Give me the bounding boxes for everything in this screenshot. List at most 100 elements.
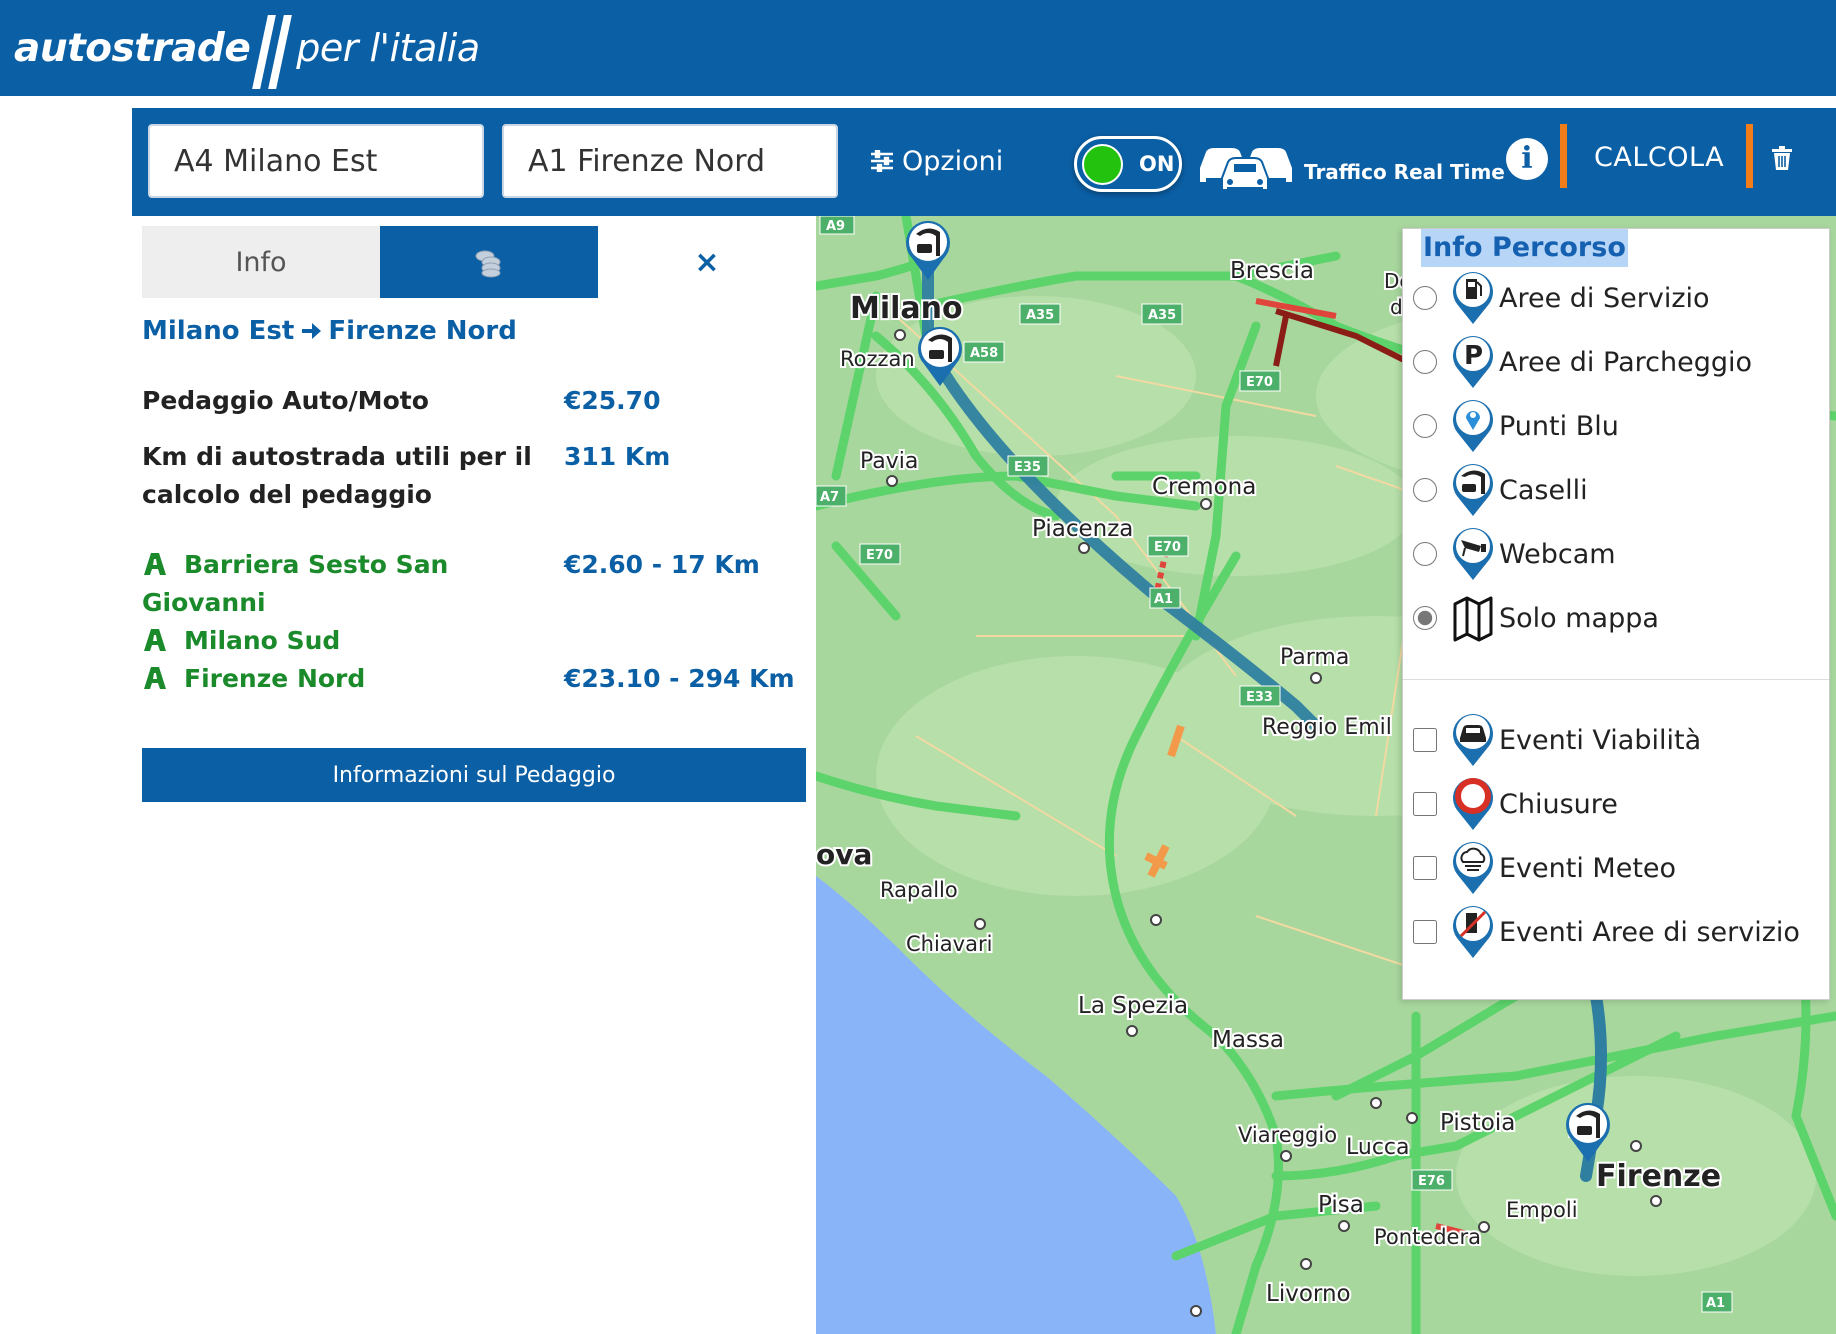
webcam-pin-icon <box>1453 528 1493 580</box>
autostrade-logo[interactable]: autostrade per l'italia <box>14 10 480 89</box>
highway-icon <box>144 629 166 651</box>
route-info-layers-panel: Info Percorso Aree di Servizio P Aree di… <box>1402 228 1830 1000</box>
route-search-toolbar: Opzioni ON Traffico Real Time i CALCOLA <box>132 108 1836 216</box>
layer-label: Eventi Meteo <box>1499 852 1677 884</box>
options-label: Opzioni <box>902 145 1004 177</box>
shield-a35: A35 <box>1148 308 1176 323</box>
toggle-knob <box>1082 144 1123 185</box>
sea-area <box>816 876 1216 1334</box>
traffic-realtime-label: Traffico Real Time <box>1304 160 1505 184</box>
toll-firenze-nord-item: Firenze Nord <box>142 660 365 698</box>
top-header: autostrade per l'italia <box>0 0 1836 96</box>
layer-radio[interactable] <box>1413 606 1437 630</box>
tollbooth-pin-icon <box>1453 464 1493 516</box>
sliders-icon <box>871 150 893 172</box>
city-brescia: Brescia <box>1230 258 1314 284</box>
toll-km-label-line1: Km di autostrada utili per il <box>142 442 532 471</box>
shield-e35: E35 <box>1014 460 1041 475</box>
shield-a58: A58 <box>970 346 998 361</box>
tollbooth-marker-milano[interactable] <box>906 220 950 280</box>
tollbooth-marker-firenze[interactable] <box>1566 1102 1610 1162</box>
city-reggio-emilia: Reggio Emil <box>1262 715 1392 740</box>
traffic-cars-icon <box>1200 148 1292 190</box>
layer-radio[interactable] <box>1413 414 1437 438</box>
calculate-button[interactable]: CALCOLA <box>1594 142 1725 173</box>
layer-radio[interactable] <box>1413 286 1437 310</box>
blue-point-pin-icon <box>1453 400 1493 452</box>
weather-pin-icon <box>1453 842 1493 894</box>
realtime-traffic-toggle[interactable]: ON <box>1074 136 1182 192</box>
layer-radio[interactable] <box>1413 542 1437 566</box>
tollbooth-marker-milano-sud[interactable] <box>918 326 962 386</box>
layer-checkbox[interactable] <box>1413 728 1437 752</box>
toll-firenze-nord-value: €23.10 - 294 Km <box>564 664 795 693</box>
layer-label: Aree di Parcheggio <box>1499 346 1752 378</box>
city-rozzano: Rozzan <box>840 347 915 371</box>
toll-milano-sud-name: Milano Sud <box>184 626 341 655</box>
layer-label: Chiusure <box>1499 788 1618 820</box>
shield-a35: A35 <box>1026 308 1054 323</box>
highway-icon <box>144 667 166 689</box>
city-massa: Massa <box>1212 1027 1284 1053</box>
city-lucca: Lucca <box>1346 1135 1410 1160</box>
layer-checkbox[interactable] <box>1413 856 1437 880</box>
city-pavia: Pavia <box>860 449 918 474</box>
coins-icon <box>475 250 501 278</box>
layer-option-parking[interactable]: P Aree di Parcheggio <box>1413 336 1752 388</box>
layer-label: Caselli <box>1499 474 1588 506</box>
city-livorno: Livorno <box>1266 1281 1351 1307</box>
map-icon <box>1453 596 1493 642</box>
options-button[interactable]: Opzioni <box>870 138 1003 184</box>
layer-label: Punti Blu <box>1499 410 1619 442</box>
route-path <box>922 260 1322 732</box>
logo-tagline: per l'italia <box>296 26 480 70</box>
city-firenze: Firenze <box>1596 1159 1721 1194</box>
origin-input[interactable] <box>174 143 482 179</box>
city-milano: Milano <box>850 291 963 326</box>
layer-checkbox[interactable] <box>1413 792 1437 816</box>
layer-radio[interactable] <box>1413 478 1437 502</box>
toll-car-value: €25.70 <box>564 386 661 415</box>
toll-info-button[interactable]: Informazioni sul Pedaggio <box>142 748 806 802</box>
layer-checkbox[interactable] <box>1413 920 1437 944</box>
destination-input[interactable] <box>528 143 836 179</box>
layer-option-service-area-events[interactable]: Eventi Aree di servizio <box>1413 906 1800 958</box>
layer-radio[interactable] <box>1413 350 1437 374</box>
layer-option-service-areas[interactable]: Aree di Servizio <box>1413 272 1710 324</box>
city-pontedera: Pontedera <box>1374 1225 1481 1249</box>
shield-e76: E76 <box>1418 1174 1445 1189</box>
layer-option-tollbooths[interactable]: Caselli <box>1413 464 1588 516</box>
layer-option-blue-points[interactable]: Punti Blu <box>1413 400 1619 452</box>
logo-bars-icon <box>252 11 294 89</box>
close-panel-button[interactable]: × <box>598 226 816 298</box>
tab-info[interactable]: Info <box>142 226 380 298</box>
arrow-right-icon <box>302 323 322 339</box>
city-empoli: Empoli <box>1506 1198 1578 1222</box>
tab-tolls[interactable] <box>380 226 598 298</box>
origin-field[interactable] <box>148 124 484 198</box>
shield-a1: A1 <box>1706 1296 1725 1311</box>
layer-option-traffic-events[interactable]: Eventi Viabilità <box>1413 714 1702 766</box>
toggle-label: ON <box>1139 152 1175 176</box>
logo-brand-text: autostrade <box>14 25 251 71</box>
city-la-spezia: La Spezia <box>1078 993 1188 1019</box>
layer-label: Eventi Viabilità <box>1499 724 1702 756</box>
toll-info-panel: Info × Milano Est Firenze Nord Pedaggio … <box>132 216 816 1334</box>
traffic-event-pin-icon <box>1453 714 1493 766</box>
layer-option-closures[interactable]: Chiusure <box>1413 778 1618 830</box>
layer-option-weather-events[interactable]: Eventi Meteo <box>1413 842 1677 894</box>
layers-title: Info Percorso <box>1421 229 1628 267</box>
layer-option-map-only[interactable]: Solo mappa <box>1413 593 1659 643</box>
shield-a1: A1 <box>1154 592 1173 607</box>
city-rapallo: Rapallo <box>880 878 958 902</box>
route-title: Milano Est Firenze Nord <box>142 316 517 346</box>
trash-icon[interactable] <box>1772 146 1792 170</box>
layer-label: Webcam <box>1499 538 1616 570</box>
city-cremona: Cremona <box>1152 474 1256 500</box>
city-piacenza: Piacenza <box>1032 516 1133 542</box>
city-pisa: Pisa <box>1318 1192 1364 1218</box>
toll-car-label: Pedaggio Auto/Moto <box>142 386 429 415</box>
info-icon[interactable]: i <box>1506 138 1548 180</box>
layer-option-webcam[interactable]: Webcam <box>1413 528 1616 580</box>
destination-field[interactable] <box>502 124 838 198</box>
